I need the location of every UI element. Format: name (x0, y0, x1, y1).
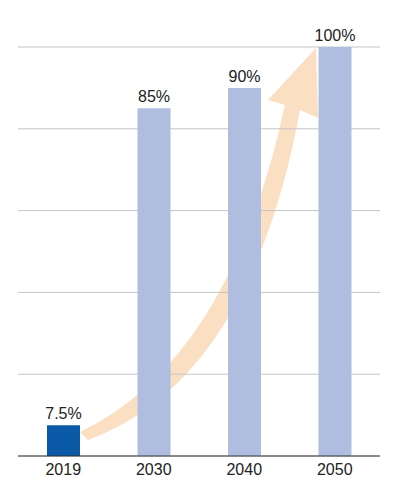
svg-text:2019: 2019 (45, 461, 81, 478)
svg-text:2030: 2030 (136, 461, 172, 478)
svg-text:100%: 100% (315, 27, 356, 44)
svg-text:85%: 85% (138, 88, 170, 105)
svg-text:2040: 2040 (226, 461, 262, 478)
svg-text:2050: 2050 (317, 461, 353, 478)
svg-text:7.5%: 7.5% (45, 405, 81, 422)
svg-text:90%: 90% (228, 68, 260, 85)
